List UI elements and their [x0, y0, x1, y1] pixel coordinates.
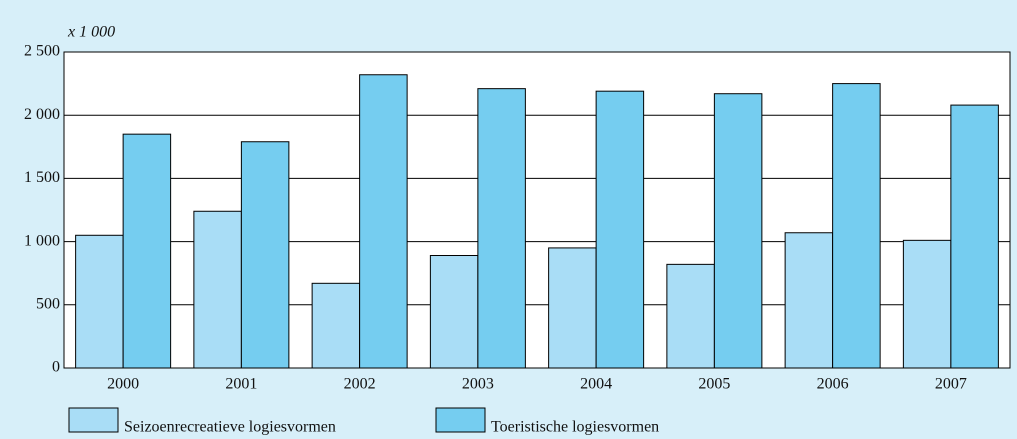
legend-label: Toeristische logiesvormen	[491, 419, 659, 436]
bar	[311, 282, 361, 369]
y-tick-label: 1 000	[24, 232, 60, 249]
legend-swatch	[435, 407, 486, 433]
bar	[902, 239, 952, 369]
y-tick-label: 500	[36, 295, 60, 312]
bar	[832, 83, 881, 369]
legend-label: Seizoenrecreatieve logiesvormen	[124, 419, 336, 436]
y-tick-label: 2 000	[24, 106, 60, 123]
bar	[477, 88, 526, 369]
y-unit-label: x 1 000	[67, 24, 115, 41]
bar	[548, 247, 597, 369]
bar	[666, 263, 715, 369]
bar	[713, 93, 763, 369]
bar	[240, 141, 290, 369]
bar	[784, 232, 834, 369]
bar	[359, 74, 408, 369]
x-tick-label: 2002	[344, 376, 376, 393]
legend-swatch	[68, 407, 119, 433]
x-tick-label: 2006	[817, 376, 849, 393]
x-tick-label: 2001	[225, 376, 257, 393]
x-tick-label: 2003	[462, 376, 494, 393]
x-tick-label: 2007	[935, 376, 967, 393]
plot-frame	[63, 51, 1011, 369]
bar	[122, 133, 172, 369]
y-tick-label: 1 500	[24, 169, 60, 186]
bar	[950, 104, 999, 369]
bar	[595, 90, 645, 369]
x-tick-label: 2004	[580, 376, 612, 393]
y-tick-label: 0	[52, 359, 60, 376]
x-tick-label: 2005	[698, 376, 730, 393]
bar	[193, 210, 242, 369]
bar	[75, 234, 124, 369]
y-tick-label: 2 500	[24, 43, 60, 60]
x-tick-label: 2000	[107, 376, 139, 393]
bar	[429, 255, 479, 369]
